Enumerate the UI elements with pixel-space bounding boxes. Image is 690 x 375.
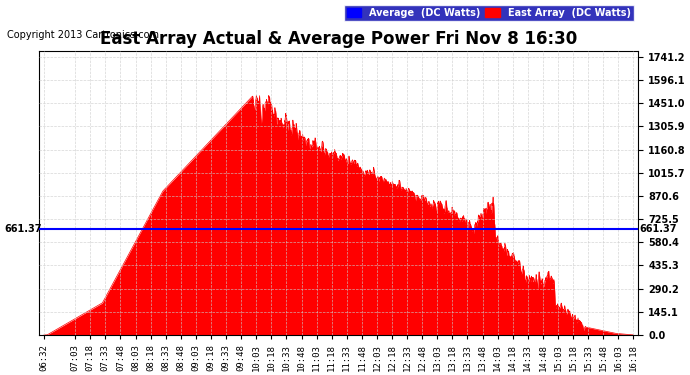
Legend: Average  (DC Watts), East Array  (DC Watts): Average (DC Watts), East Array (DC Watts…	[344, 5, 633, 21]
Text: Copyright 2013 Cartronics.com: Copyright 2013 Cartronics.com	[7, 30, 159, 40]
Text: 661.37: 661.37	[640, 224, 677, 234]
Text: 661.37: 661.37	[5, 224, 42, 234]
Title: East Array Actual & Average Power Fri Nov 8 16:30: East Array Actual & Average Power Fri No…	[100, 30, 578, 48]
